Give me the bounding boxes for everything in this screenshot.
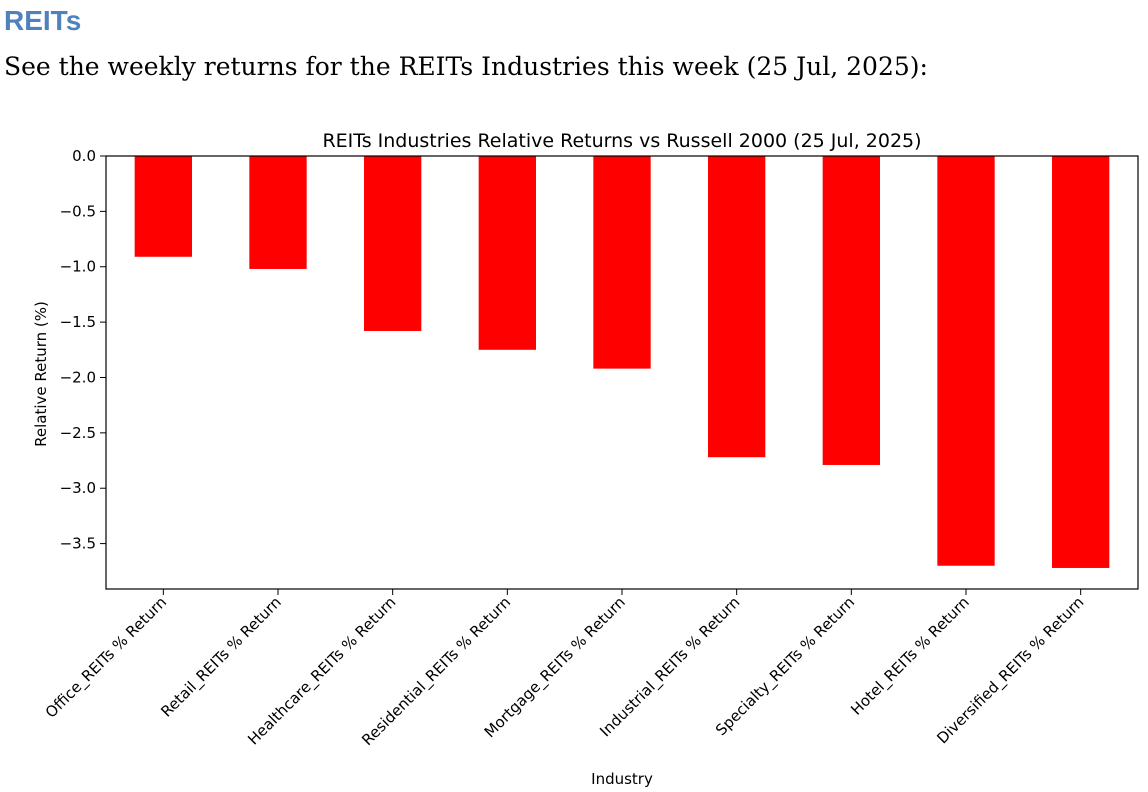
x-tick-label: Office_REITs % Return [42, 593, 171, 722]
bars-group [134, 156, 1110, 568]
chart-title: REITs Industries Relative Returns vs Rus… [322, 130, 921, 152]
y-tick-label: 0.0 [72, 147, 96, 165]
bar [708, 156, 766, 458]
y-tick-label: −2.5 [60, 424, 96, 442]
y-tick-label: −0.5 [60, 202, 96, 220]
y-axis-label: Relative Return (%) [32, 301, 50, 447]
y-tick-label: −3.0 [60, 479, 96, 497]
y-tick-label: −1.0 [60, 258, 96, 276]
bar [593, 156, 651, 369]
bar [478, 156, 536, 350]
section-heading: REITs [4, 5, 82, 36]
bar-chart: REITs Industries Relative Returns vs Rus… [32, 130, 1139, 788]
bar [134, 156, 192, 257]
bar [937, 156, 995, 566]
y-tick-label: −1.5 [60, 313, 96, 331]
x-axis-label: Industry [591, 770, 653, 788]
bar [1052, 156, 1110, 568]
y-tick-label: −2.0 [60, 368, 96, 386]
bar [822, 156, 880, 465]
bar [364, 156, 422, 331]
intro-text: See the weekly returns for the REITs Ind… [4, 52, 928, 81]
x-tick-label: Hotel_REITs % Return [847, 593, 973, 719]
y-axis: 0.0 −0.5 −1.0 −1.5 −2.0 −2.5 −3.0 −3.5 [60, 147, 106, 553]
bar [249, 156, 307, 269]
x-tick-label: Retail_REITs % Return [157, 593, 285, 721]
y-tick-label: −3.5 [60, 535, 96, 553]
